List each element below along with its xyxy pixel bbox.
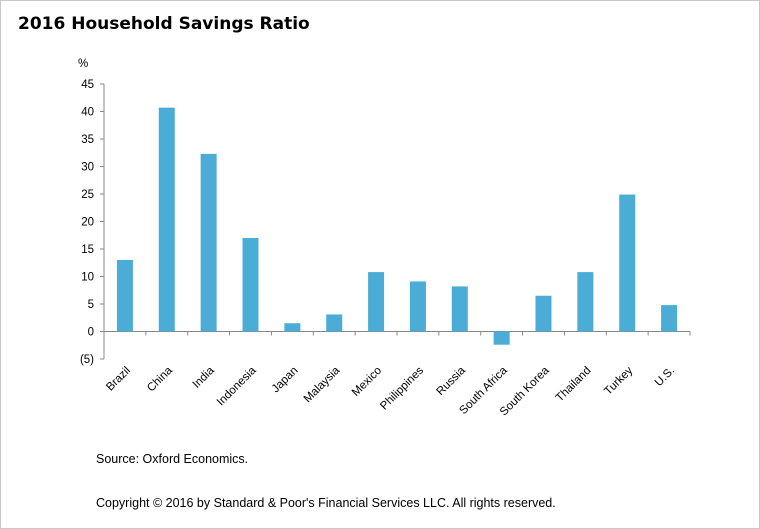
y-tick-label: 25 xyxy=(81,189,94,201)
bar-indonesia xyxy=(242,238,259,332)
bar-india xyxy=(200,153,217,332)
bar-turkey xyxy=(619,194,636,332)
y-tick-label: 10 xyxy=(81,272,94,284)
y-tick-label: 45 xyxy=(81,79,94,91)
x-tick-label: Thailand xyxy=(554,365,594,405)
x-tick-label: Malaysia xyxy=(302,364,343,405)
x-tick-label: Indonesia xyxy=(215,364,259,408)
y-tick-label: 15 xyxy=(81,244,94,256)
x-tick-label: Russia xyxy=(435,364,469,398)
y-axis: (5) 0 5 10 15 20 25 30 35 40 45% xyxy=(78,58,105,366)
copyright-note: Copyright © 2016 by Standard & Poor's Fi… xyxy=(96,496,556,510)
y-tick-label: 35 xyxy=(81,134,94,146)
x-tick-label: Turkey xyxy=(602,364,635,397)
bar-thailand xyxy=(577,272,594,332)
x-tick-label: Japan xyxy=(270,365,301,396)
x-tick-label: U.S. xyxy=(653,365,677,389)
y-tick-label: 0 xyxy=(88,327,94,339)
bar-mexico xyxy=(368,272,385,332)
bar-china xyxy=(158,107,175,332)
bar-malaysia xyxy=(326,314,343,332)
y-tick-label: 30 xyxy=(81,162,94,174)
y-axis-label: % xyxy=(78,58,88,70)
x-tick-label: Philippines xyxy=(378,364,426,412)
x-tick-label: China xyxy=(145,364,175,394)
y-tick-label: (5) xyxy=(80,354,94,366)
bar-japan xyxy=(284,323,301,332)
source-note: Source: Oxford Economics. xyxy=(96,452,249,466)
x-tick-label: Mexico xyxy=(350,365,384,399)
bar-u-s- xyxy=(661,305,678,332)
y-tick-label: 20 xyxy=(81,217,94,229)
bar-south-korea xyxy=(535,295,552,332)
bar-russia xyxy=(451,286,468,332)
bar-philippines xyxy=(409,281,426,332)
bar-brazil xyxy=(116,260,133,332)
x-tick-label: India xyxy=(191,364,218,391)
x-tick-label: Brazil xyxy=(104,365,133,394)
bar-south-africa xyxy=(493,331,510,345)
y-tick-label: 5 xyxy=(88,299,94,311)
y-tick-label: 40 xyxy=(81,107,94,119)
chart-title: 2016 Household Savings Ratio xyxy=(18,14,310,34)
bars xyxy=(116,107,678,345)
